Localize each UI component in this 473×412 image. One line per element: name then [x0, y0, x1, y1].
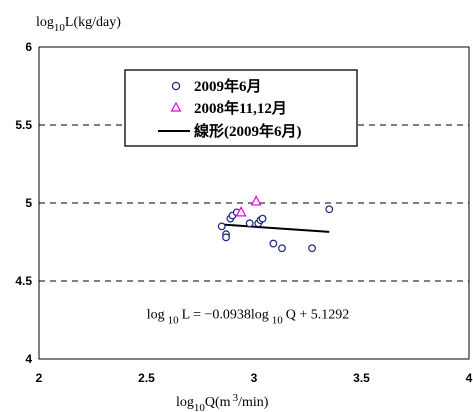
trendline-group — [221, 223, 330, 233]
y-tick-label: 4.5 — [15, 274, 32, 288]
data-point-circle — [245, 219, 254, 228]
y-tick-label: 6 — [25, 40, 32, 54]
data-point-triangle — [235, 206, 247, 217]
legend-circle-marker — [171, 81, 181, 91]
x-tick-label: 4 — [466, 371, 473, 385]
data-point-circle — [222, 233, 230, 242]
data-point-circle — [217, 222, 226, 231]
data-point-circle — [308, 244, 316, 253]
x-tick-label: 3 — [251, 371, 258, 385]
plot-frame — [38, 46, 470, 360]
legend-triangle-marker — [170, 101, 182, 112]
data-point-circle — [269, 239, 278, 248]
legend-box — [124, 69, 358, 147]
x-tick-label: 2 — [36, 371, 43, 385]
data-point-circle — [258, 214, 267, 223]
x-tick-labels: 2 2.5 3 3.5 4 — [36, 371, 473, 385]
y-tick-label: 5.5 — [15, 118, 32, 132]
legend: 2009年6月 2008年11,12月 線形(2009年6月) — [124, 69, 358, 147]
y-tick-label: 5 — [25, 196, 32, 210]
legend-label-series-3: 線形(2009年6月) — [194, 122, 302, 140]
data-points — [217, 195, 334, 253]
x-axis-label: log10Q(m 3/min) — [176, 392, 269, 412]
y-axis-label: log10L(kg/day) — [36, 15, 121, 34]
data-point-circle — [325, 205, 334, 214]
trendline — [221, 223, 330, 233]
y-tick-labels: 4 4.5 5 5.5 6 — [15, 40, 32, 366]
regression-equation: log 10 L = −0.0938log 10 Q + 5.1292 — [147, 307, 350, 326]
data-point-circle — [278, 244, 286, 253]
legend-label-series-1: 2009年6月 — [194, 77, 262, 95]
x-tick-label: 3.5 — [353, 371, 370, 385]
legend-label-series-2: 2008年11,12月 — [194, 99, 287, 117]
data-point-triangle — [250, 195, 262, 206]
y-tick-label: 4 — [25, 352, 32, 366]
x-tick-label: 2.5 — [138, 371, 155, 385]
